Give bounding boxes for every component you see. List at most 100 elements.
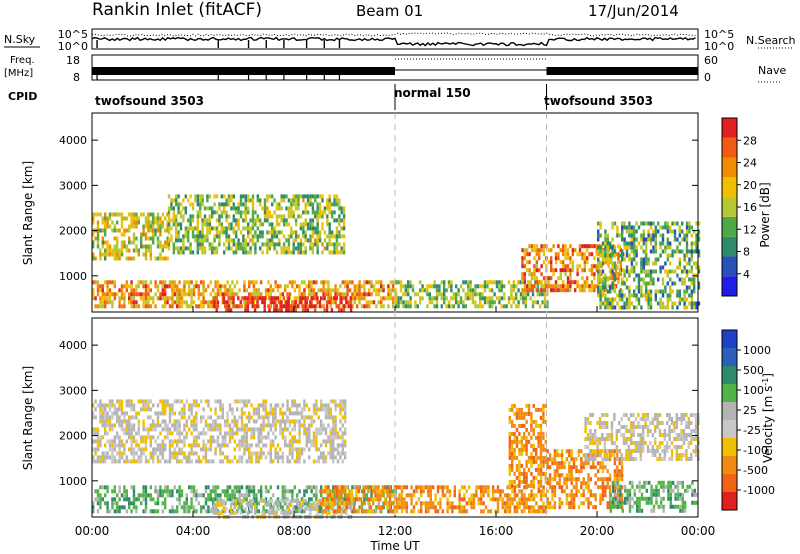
heatmap-cell (360, 304, 364, 309)
heatmap-cell (334, 288, 337, 293)
heatmap-cell (269, 439, 272, 444)
heatmap-cell (463, 485, 466, 490)
heatmap-cell (317, 455, 320, 460)
heatmap-cell (351, 501, 354, 506)
heatmap-cell (640, 289, 643, 294)
heatmap-cell (459, 296, 463, 301)
heatmap-cell (230, 194, 233, 199)
heatmap-cell (221, 459, 224, 464)
heatmap-cell (424, 509, 428, 514)
heatmap-cell (221, 435, 224, 440)
y-tick-label: 2000 (59, 225, 87, 238)
heatmap-cell (548, 477, 552, 482)
heatmap-cell (202, 304, 205, 309)
heatmap-cell (552, 268, 555, 273)
heatmap-cell (269, 292, 272, 297)
heatmap-cell (526, 288, 529, 293)
heatmap-cell (633, 269, 636, 274)
heatmap-cell (92, 501, 95, 506)
heatmap-cell (647, 233, 650, 238)
heatmap-cell (542, 252, 546, 257)
heatmap-cell (548, 505, 552, 510)
heatmap-cell (523, 471, 526, 476)
heatmap-cell (236, 407, 239, 412)
heatmap-cell (327, 411, 330, 416)
heatmap-cell (168, 443, 172, 448)
heatmap-cell (96, 435, 100, 440)
heatmap-cell (96, 224, 100, 229)
heatmap-cell (190, 296, 193, 301)
heatmap-cell (172, 214, 175, 219)
heatmap-cell (304, 222, 307, 227)
heatmap-cell (669, 289, 672, 294)
heatmap-cell (652, 261, 655, 266)
heatmap-cell (405, 493, 408, 498)
heatmap-cell (298, 419, 301, 424)
heatmap-cell (511, 407, 514, 412)
heatmap-cell (339, 411, 342, 416)
heatmap-cell (508, 435, 511, 440)
heatmap-cell (342, 246, 346, 251)
heatmap-cell (286, 415, 289, 420)
heatmap-cell (209, 435, 212, 440)
heatmap-cell (261, 230, 264, 235)
heatmap-cell (203, 238, 207, 243)
heatmap-cell (96, 244, 100, 249)
heatmap-cell (334, 399, 337, 404)
heatmap-cell (168, 403, 172, 408)
heatmap-cell (242, 234, 245, 239)
heatmap-cell (360, 497, 363, 502)
heatmap-cell (338, 218, 341, 223)
heatmap-cell (234, 304, 238, 309)
heatmap-cell (237, 222, 240, 227)
heatmap-cell (535, 509, 538, 514)
heatmap-cell (315, 447, 318, 452)
heatmap-cell (196, 198, 199, 203)
heatmap-cell (173, 300, 176, 305)
heatmap-cell (344, 304, 347, 309)
heatmap-cell (341, 292, 344, 297)
heatmap-cell (108, 296, 112, 301)
heatmap-cell (213, 506, 216, 511)
heatmap-cell (297, 242, 300, 247)
heatmap-cell (176, 489, 179, 494)
heatmap-cell (535, 252, 538, 257)
heatmap-cell (523, 467, 526, 472)
heatmap-cell (676, 289, 679, 294)
heatmap-cell (516, 501, 519, 506)
heatmap-cell (206, 226, 209, 231)
heatmap-cell (200, 493, 203, 498)
heatmap-cell (536, 292, 539, 297)
heatmap-cell (180, 415, 184, 420)
heatmap-cell (528, 252, 531, 257)
heatmap-cell (542, 485, 545, 490)
heatmap-cell (630, 229, 633, 234)
heatmap-cell (202, 292, 205, 297)
heatmap-cell (521, 276, 524, 281)
heatmap-cell (200, 419, 203, 424)
heatmap-cell (396, 485, 399, 490)
heatmap-cell (376, 497, 380, 502)
heatmap-cell (348, 493, 351, 498)
heatmap-cell (196, 250, 199, 255)
heatmap-cell (185, 505, 188, 510)
heatmap-cell (661, 293, 665, 298)
heatmap-cell (535, 288, 538, 293)
heatmap-cell (435, 292, 439, 297)
heatmap-cell (539, 475, 543, 480)
heatmap-cell (233, 493, 236, 498)
heatmap-cell (226, 497, 229, 502)
heatmap-cell (147, 228, 150, 233)
heatmap-cell (398, 497, 401, 502)
heatmap-cell (248, 489, 251, 494)
heatmap-cell (293, 447, 296, 452)
heatmap-cell (590, 284, 594, 289)
heatmap-cell (253, 510, 257, 515)
heatmap-cell (176, 399, 179, 404)
heatmap-cell (350, 497, 353, 502)
heatmap-cell (219, 288, 222, 293)
heatmap-cell (308, 407, 311, 412)
heatmap-cell (208, 242, 211, 247)
heatmap-cell (435, 288, 439, 293)
heatmap-cell (248, 485, 251, 490)
